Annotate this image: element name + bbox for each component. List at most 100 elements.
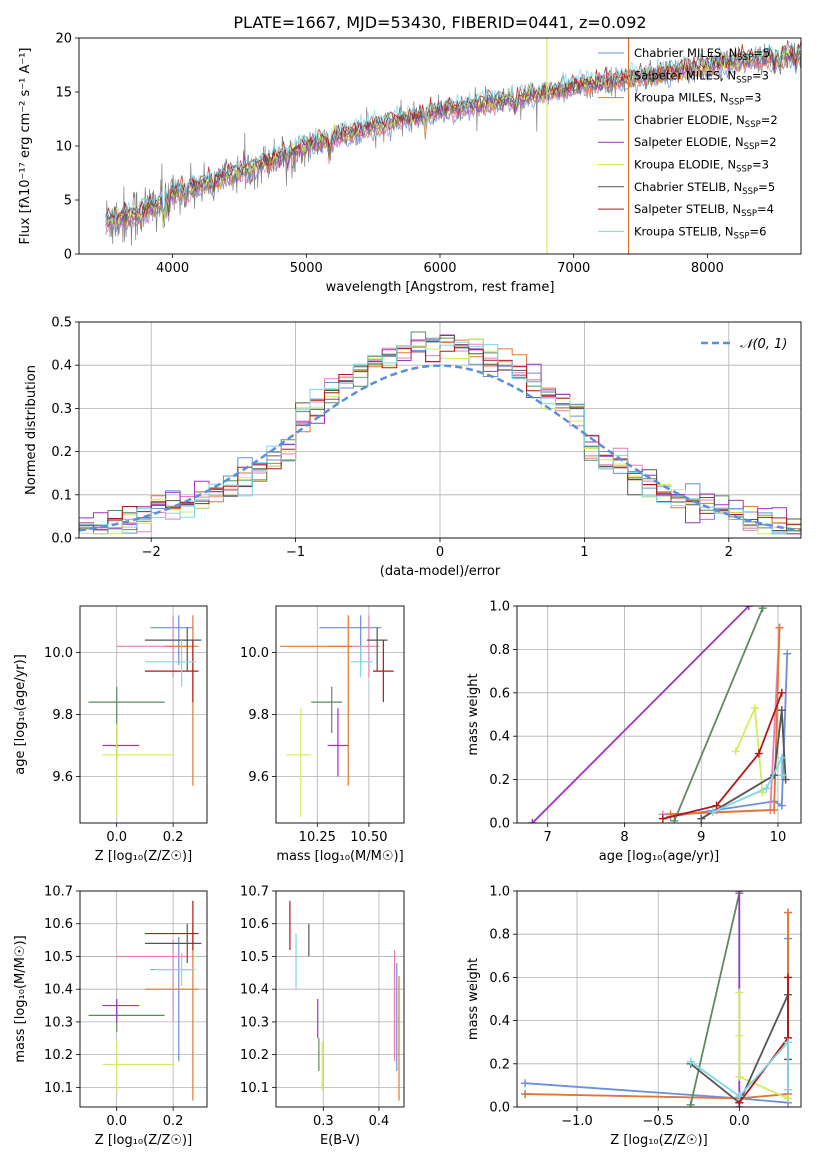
mass-vs-ebv-panel: 0.3 0.4 10.1 10.2 10.3 10.4 10.5 10.6 10.7 E(B-V) — [240, 885, 405, 1148]
weight-marker — [754, 749, 763, 758]
weight-marker — [784, 973, 793, 982]
weight-marker — [735, 891, 744, 895]
legend-entry-name: Kroupa MILES — [634, 91, 713, 105]
legend-entry-sub: SSP — [736, 75, 752, 85]
y-tick-label: 9.8 — [248, 708, 269, 723]
weight-marker — [762, 784, 771, 793]
x-axis-label: Z [log₁₀(Z/Z☉)] — [95, 1133, 192, 1148]
legend-entry-name: Kroupa STELIB — [634, 224, 718, 238]
y-tick-label: 10.4 — [240, 983, 269, 998]
weight-marker — [735, 988, 744, 997]
legend-entry: Chabrier ELODIE, NSSP=2 — [634, 113, 778, 130]
legend-entry: Kroupa ELODIE, NSSP=3 — [634, 158, 769, 175]
legend-entry-eq: = — [757, 202, 767, 216]
legend-entry-eq: = — [753, 46, 763, 60]
x-axis-label: age [log₁₀(age/yr)] — [599, 849, 720, 864]
legend-entry-eq: = — [752, 158, 762, 172]
legend-entry-name: Kroupa ELODIE — [634, 158, 720, 172]
y-axis-label: mass weight — [466, 958, 481, 1040]
y-tick-label: 0.6 — [489, 686, 510, 701]
legend-entry-nssp: 6 — [759, 224, 766, 238]
weight-line — [738, 992, 789, 1100]
weight-marker — [744, 606, 753, 610]
legend-entry-sub: SSP — [745, 120, 761, 130]
error-bar-point — [144, 640, 196, 687]
y-tick-label: 10.6 — [44, 917, 73, 932]
y-tick-label: 0.8 — [489, 928, 510, 943]
y-tick-label: 0.0 — [51, 532, 72, 547]
y-tick-label: 0.5 — [51, 316, 72, 331]
error-bar-point — [144, 923, 199, 1101]
x-tick-label: 9 — [697, 830, 705, 845]
y-tick-label: 0 — [64, 248, 72, 263]
plot-frame — [78, 37, 802, 255]
y-tick-label: 10.5 — [44, 950, 73, 965]
weight-marker — [735, 1072, 744, 1081]
weight-marker — [670, 816, 679, 823]
legend-entry: Kroupa STELIB, NSSP=6 — [634, 224, 766, 241]
legend-entry-eq: = — [761, 113, 771, 127]
y-tick-label: 9.6 — [52, 770, 73, 785]
age-vs-Z-panel: 0.0 0.2 9.6 9.8 10.0 Z [log₁₀(Z/Z☉)] age [log₁… — [13, 605, 208, 864]
error-bar-point — [88, 999, 165, 1032]
weight-marker — [784, 908, 793, 917]
plot-frame — [79, 890, 208, 1108]
error-bar-point — [150, 936, 193, 1062]
y-axis-label: Flux [fλ10⁻¹⁷ erg cm⁻² s⁻¹ A⁻¹] — [18, 48, 33, 245]
legend-entry-sub: SSP — [744, 142, 760, 152]
legend-entry-nssp: 5 — [768, 180, 775, 194]
legend-entry-nssp: 5 — [763, 46, 770, 60]
y-tick-label: 5 — [64, 194, 72, 209]
plot-frame — [78, 321, 802, 539]
error-bar-point — [280, 615, 353, 786]
y-tick-label: 10.2 — [240, 1048, 269, 1063]
mass-vs-Z-panel: 0.0 0.2 10.1 10.2 10.3 10.4 10.5 10.6 10.7 Z [log… — [13, 885, 208, 1148]
error-bars — [88, 900, 202, 1101]
x-tick-label: 0.0 — [106, 1114, 127, 1129]
weight-line — [689, 892, 741, 1106]
error-bars — [88, 615, 202, 817]
x-tick-label: −1 — [286, 545, 305, 560]
legend-entry-sep: , N — [720, 158, 736, 172]
weight-line — [690, 1039, 789, 1098]
x-tick-label: 4000 — [156, 261, 189, 276]
legend-entry-name: Chabrier STELIB — [634, 180, 726, 194]
model-spectrum-line — [105, 42, 801, 224]
error-bar-point — [144, 923, 202, 963]
legend-entry-sub: SSP — [741, 209, 757, 219]
y-axis-label: mass weight — [466, 673, 481, 755]
y-tick-label: 10.3 — [240, 1015, 269, 1030]
histogram-line — [79, 339, 801, 535]
x-tick-label: −0.5 — [642, 1114, 674, 1129]
spectrum-panel: PLATE=1667, MJD=53430, FIBERID=0441, z=0… — [18, 13, 802, 295]
weight-marker — [658, 814, 667, 823]
y-tick-label: 0.4 — [489, 1014, 510, 1029]
legend-entry: Salpeter MILES, NSSP=3 — [634, 68, 769, 85]
legend: 𝒩(0, 1) — [701, 337, 787, 352]
y-tick-label: 9.8 — [52, 708, 73, 723]
y-tick-label: 10.2 — [44, 1048, 73, 1063]
legend-entry-eq: = — [749, 224, 759, 238]
weight-marker — [777, 753, 786, 762]
histograms — [79, 331, 801, 535]
y-tick-label: 0.2 — [489, 1057, 510, 1072]
weight-line — [670, 627, 781, 816]
error-bar-point — [366, 627, 388, 672]
legend-entry: Chabrier MILES, NSSP=5 — [634, 46, 770, 63]
y-tick-label: 10.4 — [44, 983, 73, 998]
x-tick-label: 1 — [580, 545, 588, 560]
error-bar-point — [373, 640, 394, 703]
legend-entry-sub: SSP — [734, 231, 750, 241]
legend-entry-nssp: 3 — [762, 158, 769, 172]
y-tick-label: 10.0 — [44, 646, 73, 661]
error-bar-point — [350, 646, 374, 678]
legend: Chabrier MILES, NSSP=5 Salpeter MILES, NS… — [598, 46, 778, 241]
legend-entry-sep: , N — [726, 180, 742, 194]
y-tick-label: 0.8 — [489, 643, 510, 658]
error-bar-point — [116, 940, 188, 1022]
weight-marker — [528, 819, 537, 823]
x-tick-label: 0.0 — [729, 1114, 750, 1129]
x-axis-label: mass [log₁₀(M/M☉)] — [276, 849, 403, 864]
weight-marker — [777, 771, 786, 780]
legend-entry: 𝒩(0, 1) — [740, 337, 787, 352]
